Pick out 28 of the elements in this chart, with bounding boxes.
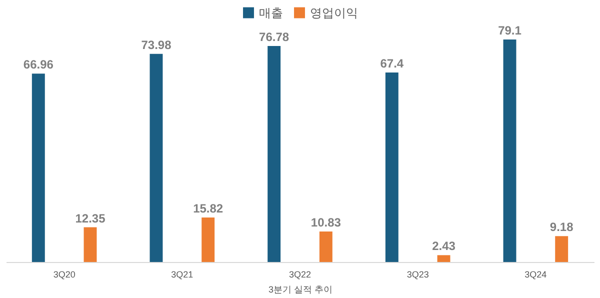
bar xyxy=(555,236,568,262)
data-label: 76.78 xyxy=(259,30,290,44)
data-label: 9.18 xyxy=(550,220,574,234)
x-tick-label: 3Q21 xyxy=(171,270,194,280)
x-tick-label: 3Q24 xyxy=(524,270,547,280)
x-axis-title: 3분기 실적 추이 xyxy=(268,284,333,294)
x-tick-label: 3Q23 xyxy=(406,270,429,280)
legend-label: 영업이익 xyxy=(310,6,358,20)
bar xyxy=(385,72,398,262)
data-label: 73.98 xyxy=(141,38,172,52)
data-label: 79.1 xyxy=(498,24,522,38)
bar xyxy=(32,74,45,262)
bar xyxy=(150,54,163,262)
bar xyxy=(84,227,97,262)
bar xyxy=(437,255,450,262)
bar xyxy=(202,218,215,262)
data-label: 10.83 xyxy=(310,216,342,230)
data-label: 66.96 xyxy=(23,58,54,72)
bar xyxy=(319,232,332,262)
x-tick-label: 3Q20 xyxy=(53,270,76,280)
bar xyxy=(503,40,516,262)
data-label: 15.82 xyxy=(193,202,224,216)
legend-label: 매출 xyxy=(259,6,283,20)
data-label: 12.35 xyxy=(75,211,106,226)
data-label: 2.43 xyxy=(432,239,456,254)
bar xyxy=(268,46,281,262)
data-label: 67.4 xyxy=(380,56,404,70)
x-tick-label: 3Q22 xyxy=(288,270,312,280)
